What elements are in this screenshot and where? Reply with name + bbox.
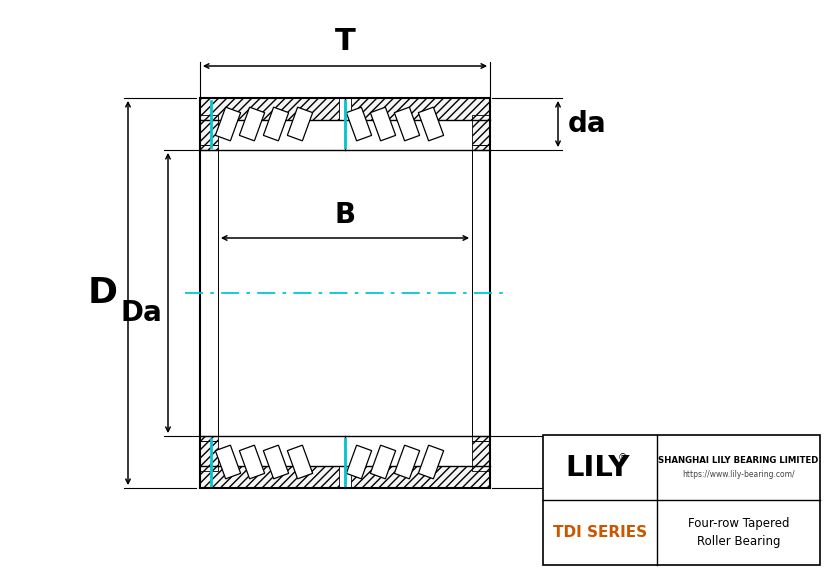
- Text: TDI SERIES: TDI SERIES: [552, 525, 646, 540]
- Polygon shape: [394, 107, 419, 141]
- Polygon shape: [263, 445, 289, 479]
- Text: LILY: LILY: [565, 453, 629, 481]
- Bar: [543, 435, 819, 565]
- Text: da: da: [567, 110, 606, 138]
- Polygon shape: [287, 107, 313, 141]
- Text: https://www.lily-bearing.com/: https://www.lily-bearing.com/: [681, 470, 794, 479]
- Text: T: T: [334, 27, 355, 56]
- Polygon shape: [346, 107, 371, 141]
- Polygon shape: [215, 107, 241, 141]
- Polygon shape: [215, 445, 241, 479]
- Polygon shape: [370, 445, 395, 479]
- Polygon shape: [370, 107, 395, 141]
- Text: Four-row Tapered
Roller Bearing: Four-row Tapered Roller Bearing: [687, 518, 788, 548]
- Bar: [200, 98, 338, 120]
- Bar: [351, 466, 490, 488]
- Polygon shape: [239, 445, 265, 479]
- Text: ®: ®: [618, 453, 627, 463]
- Bar: [471, 115, 490, 150]
- Bar: [471, 436, 490, 471]
- Polygon shape: [263, 107, 289, 141]
- Polygon shape: [287, 445, 313, 479]
- Bar: [351, 98, 490, 120]
- Polygon shape: [394, 445, 419, 479]
- Polygon shape: [239, 107, 265, 141]
- Bar: [200, 115, 218, 150]
- Text: Da: Da: [120, 299, 162, 327]
- Text: B: B: [334, 201, 355, 229]
- Text: d: d: [567, 448, 587, 476]
- Polygon shape: [418, 107, 443, 141]
- Polygon shape: [346, 445, 371, 479]
- Text: SHANGHAI LILY BEARING LIMITED: SHANGHAI LILY BEARING LIMITED: [657, 456, 818, 465]
- Bar: [200, 436, 218, 471]
- Polygon shape: [418, 445, 443, 479]
- Text: D: D: [88, 276, 118, 310]
- Bar: [200, 466, 338, 488]
